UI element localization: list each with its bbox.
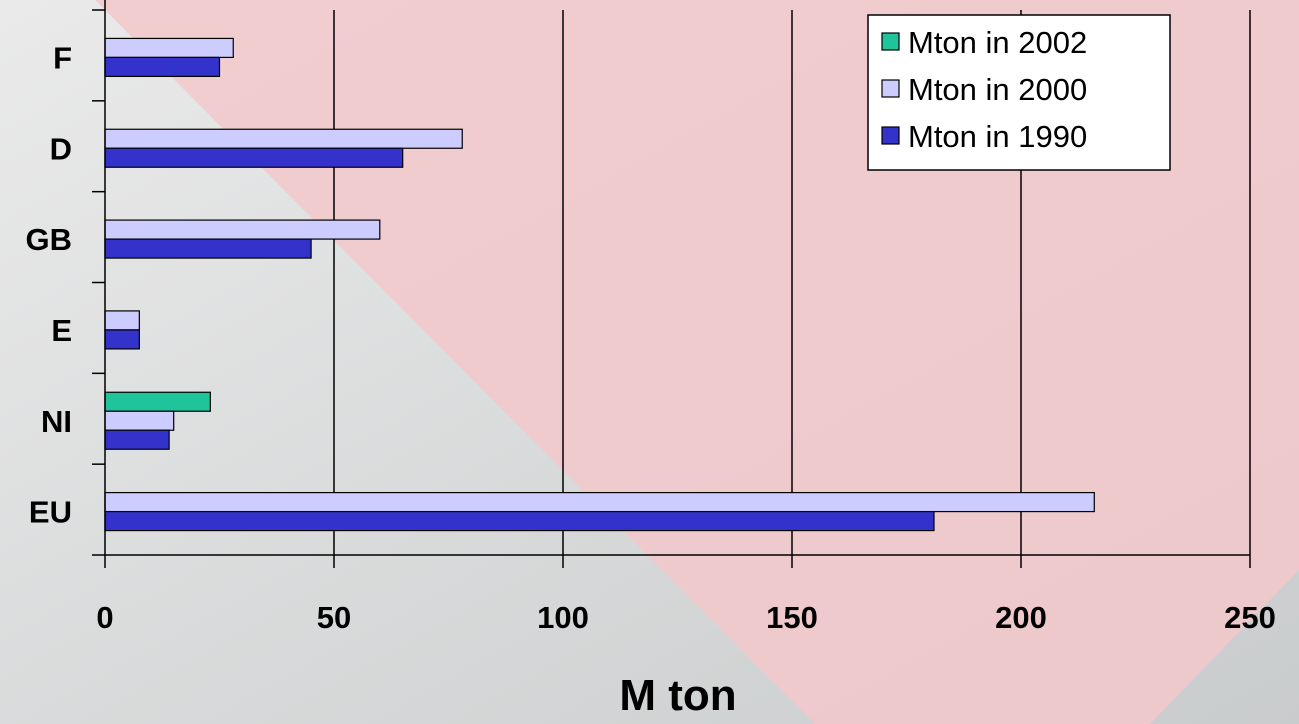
legend-swatch [881,126,900,145]
legend: Mton in 2002 Mton in 2000 Mton in 1990 [867,14,1171,171]
bar-e-mton-in-2000 [104,310,140,331]
bar-ni-mton-in-1990 [104,429,170,450]
bar-d-mton-in-1990 [104,147,404,168]
y-tick-label: E [51,313,72,348]
legend-swatch [881,32,900,51]
bar-gb-mton-in-2000 [104,219,381,240]
y-tick-label: F [53,40,72,75]
bars [104,37,1095,532]
y-tick-label: NI [41,404,72,439]
y-tick-label: GB [26,222,73,257]
legend-label: Mton in 1990 [908,119,1087,154]
bar-e-mton-in-1990 [104,329,140,350]
legend-label: Mton in 2002 [908,25,1087,60]
bar-f-mton-in-1990 [104,56,221,78]
bar-ni-mton-in-2000 [104,410,175,431]
bar-f-mton-in-2000 [104,37,234,59]
bar-d-mton-in-2000 [104,128,463,149]
bar-ni-mton-in-2002 [104,391,211,412]
x-tick-label: 0 [96,600,113,635]
y-tick-label: EU [29,495,72,530]
x-axis-title: M ton [619,671,736,720]
axis-labels: F D GB E NI EU 0 50 100 150 200 250 [26,40,1276,635]
x-tick-label: 50 [317,600,351,635]
legend-swatch [881,79,900,98]
legend-label: Mton in 2000 [908,72,1087,107]
legend-box [867,14,1171,171]
bar-eu-mton-in-2000 [104,491,1095,513]
x-tick-label: 150 [766,600,818,635]
x-tick-label: 200 [995,600,1047,635]
bar-eu-mton-in-1990 [104,510,935,532]
axes [92,0,1251,568]
bar-gb-mton-in-1990 [104,238,312,259]
x-tick-label: 100 [537,600,589,635]
y-tick-label: D [50,131,72,166]
x-tick-label: 250 [1224,600,1276,635]
